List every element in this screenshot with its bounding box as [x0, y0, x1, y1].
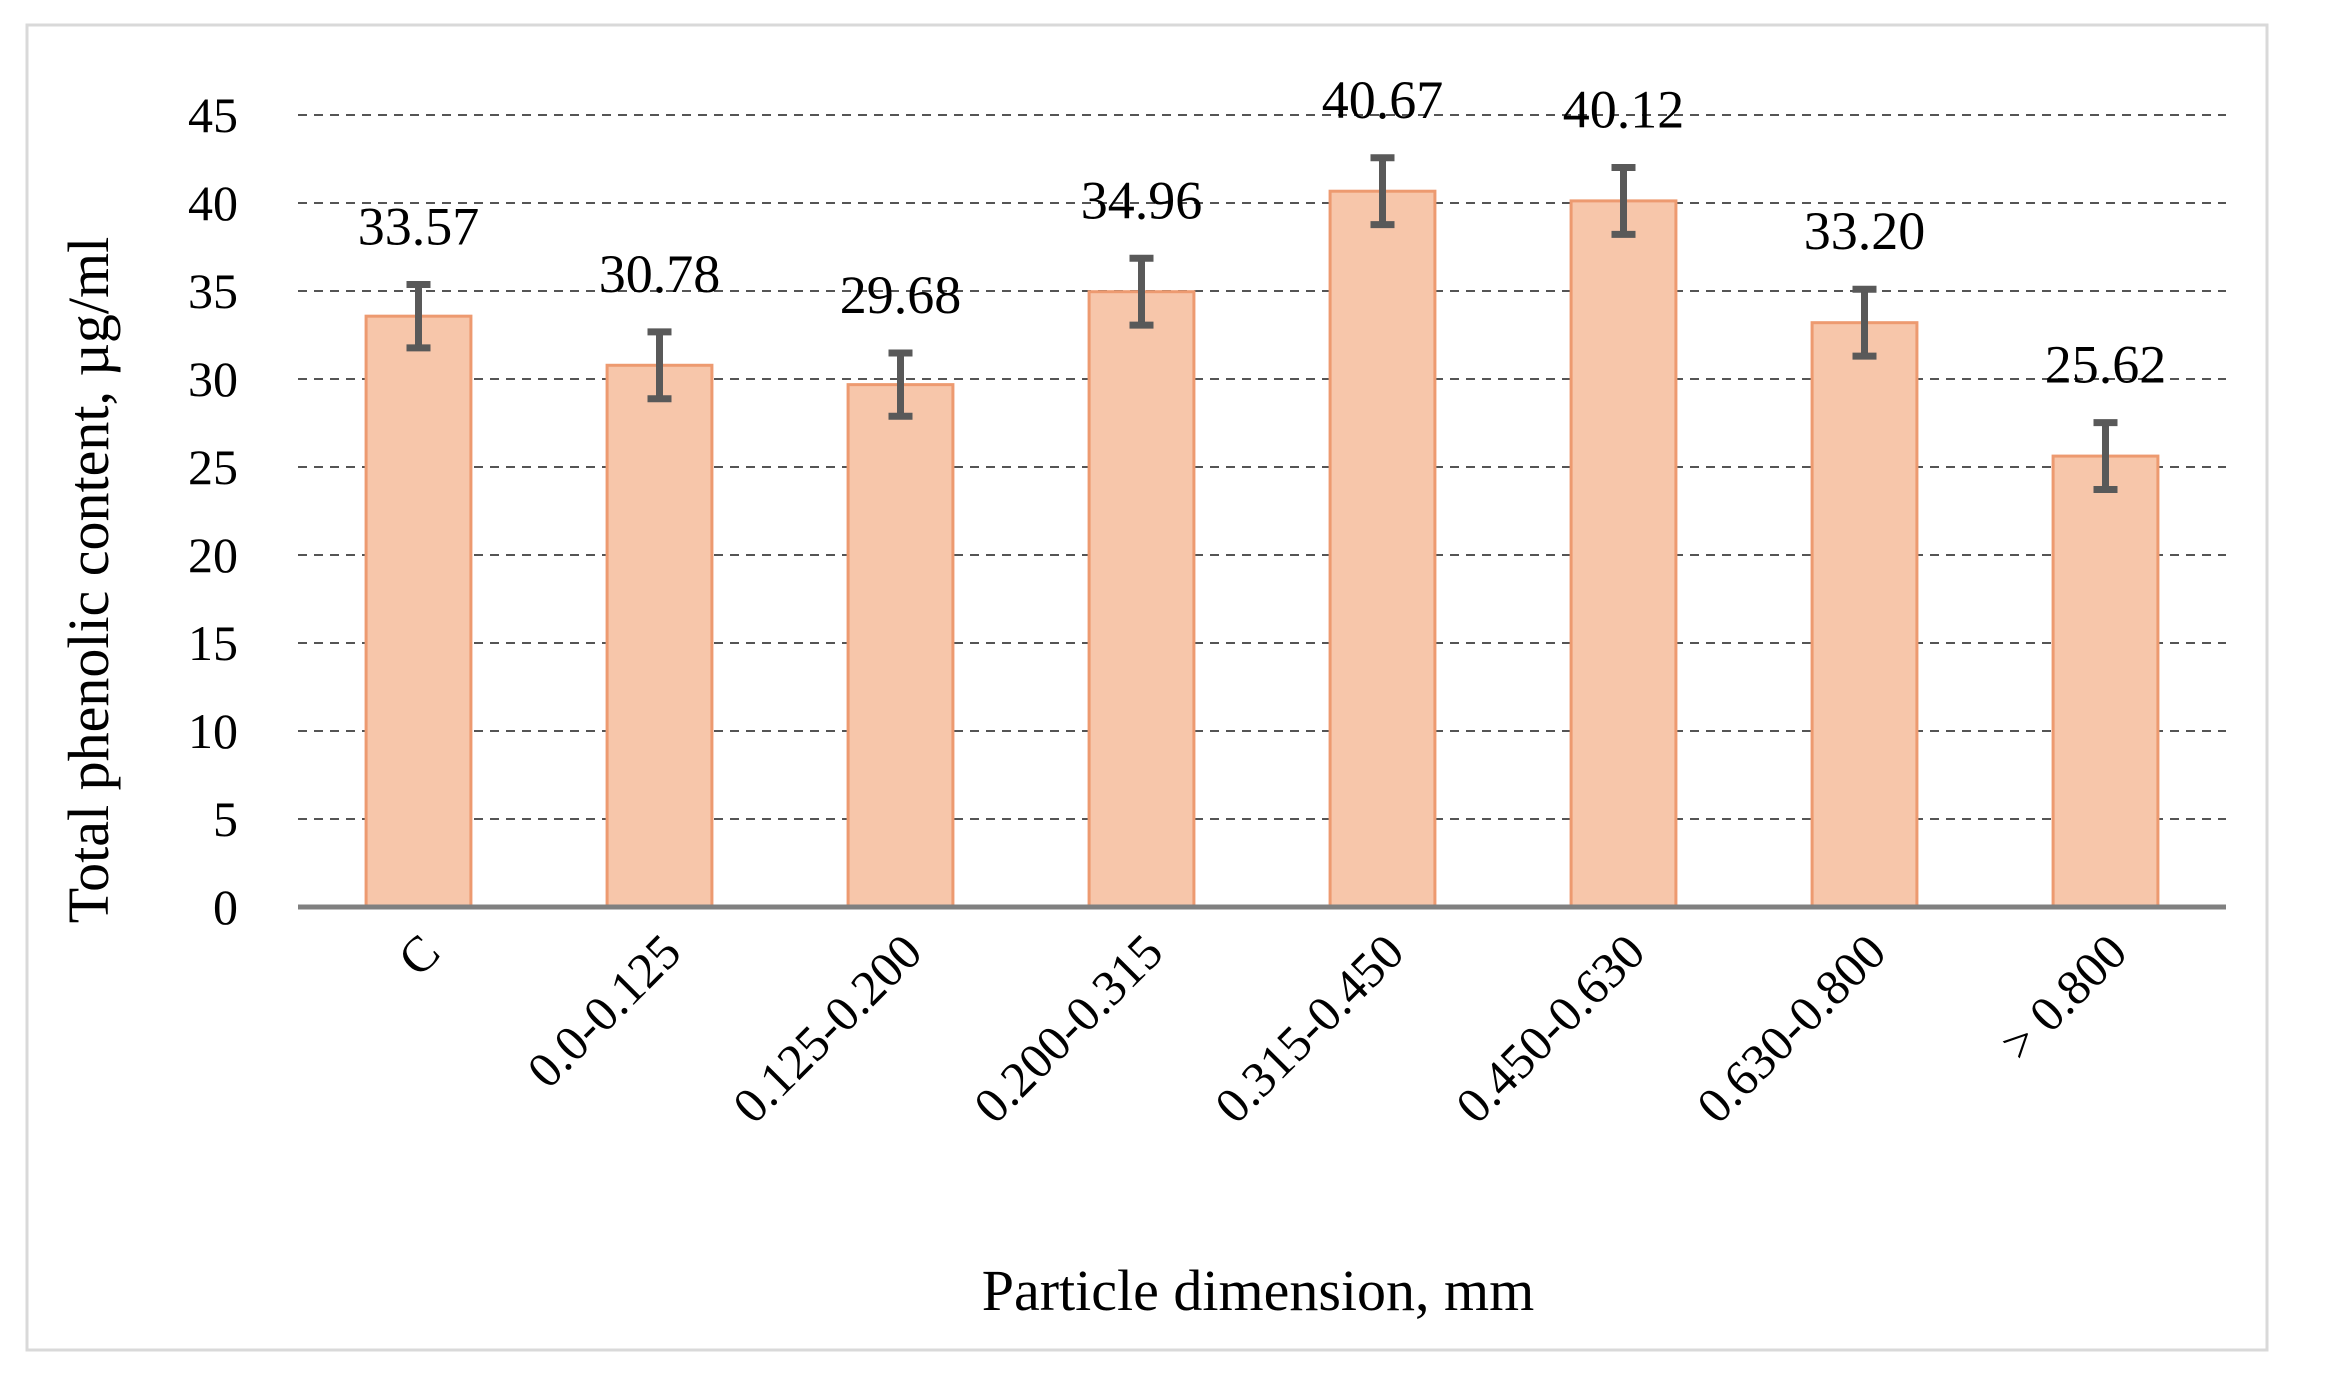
bar	[846, 383, 955, 909]
y-axis-label: Total phenolic content, µg/ml	[56, 237, 121, 924]
y-tick-label: 20	[188, 527, 238, 583]
data-label: 29.68	[840, 265, 962, 325]
data-label: 40.12	[1563, 79, 1685, 139]
bar	[605, 363, 714, 909]
data-label: 30.78	[599, 244, 721, 304]
bar	[1569, 199, 1678, 909]
y-tick-label: 10	[188, 703, 238, 759]
bar	[2051, 454, 2160, 909]
bar	[1810, 321, 1919, 909]
y-tick-label: 45	[188, 87, 238, 143]
error-bars	[406, 154, 2118, 494]
data-label: 40.67	[1322, 70, 1444, 130]
y-tick-label: 30	[188, 351, 238, 407]
bar	[1328, 189, 1437, 909]
data-label: 33.20	[1804, 201, 1926, 261]
y-tick-label: 35	[188, 263, 238, 319]
data-label: 33.57	[358, 196, 480, 256]
y-tick-label: 25	[188, 439, 238, 495]
bars	[364, 189, 2160, 909]
y-tick-label: 40	[188, 175, 238, 231]
y-tick-label: 5	[213, 791, 238, 847]
data-label: 34.96	[1081, 170, 1203, 230]
y-tick-label: 0	[213, 879, 238, 935]
x-axis-label: Particle dimension, mm	[982, 1258, 1535, 1323]
y-tick-label: 15	[188, 615, 238, 671]
bar	[1087, 290, 1196, 909]
data-label: 25.62	[2045, 335, 2167, 395]
bar	[364, 314, 473, 909]
